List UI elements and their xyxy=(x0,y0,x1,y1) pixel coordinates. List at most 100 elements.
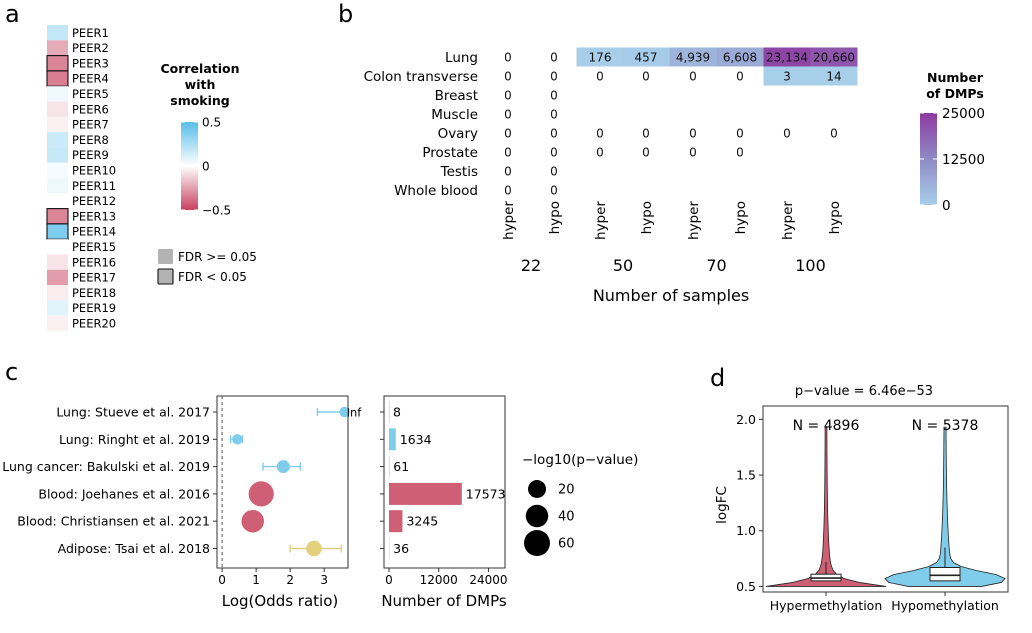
peer-tile xyxy=(47,316,68,331)
dmp-cell-value: 3 xyxy=(783,70,791,84)
direction-label: hypo xyxy=(547,201,563,234)
fdr-key xyxy=(158,269,173,284)
dmp-axis-tick-label: 0 xyxy=(385,573,393,587)
study-label: Lung: Stueve et al. 2017 xyxy=(56,405,210,420)
dmp-bar xyxy=(389,428,396,450)
b-xlabel: Number of samples xyxy=(593,286,749,305)
peer-tile xyxy=(47,224,68,239)
study-label: Lung cancer: Bakulski et al. 2019 xyxy=(2,459,210,474)
dmp-cell-value: 0 xyxy=(642,127,650,141)
study-label: Adipose: Tsai et al. 2018 xyxy=(58,541,210,556)
peer-tile xyxy=(47,147,68,162)
fdr-label: FDR >= 0.05 xyxy=(178,250,257,264)
dmp-cell-value: 4,939 xyxy=(676,51,710,65)
direction-label: hyper xyxy=(593,201,609,240)
peer-label: PEER6 xyxy=(72,102,109,116)
dmp-count-barplot: 8 1634 61 17573 3245 36 0 12000 24000 xyxy=(380,396,508,587)
odds-ratio-point xyxy=(306,541,321,556)
tissue-label: Testis xyxy=(440,164,478,180)
colorbar-tick-label: 12500 xyxy=(942,152,985,168)
y-axis-tick-label: 0.5 xyxy=(736,579,756,594)
dmp-cell-value: 0 xyxy=(504,127,512,141)
d-title: p−value = 6.46e−53 xyxy=(795,384,933,399)
dmp-cell-value: 0 xyxy=(550,51,558,65)
size-legend-title: −log10(p−value) xyxy=(522,452,638,468)
legend-title-line1: Number xyxy=(927,70,984,85)
peer-tile xyxy=(47,102,68,117)
direction-label: hypo xyxy=(733,201,749,234)
dmp-cell-value: 0 xyxy=(504,89,512,103)
dmp-cell-value: 0 xyxy=(642,146,650,160)
dmp-axis-tick-label: 12000 xyxy=(420,573,458,587)
d-ylabel: logFC xyxy=(714,486,730,524)
sample-size-label: 50 xyxy=(613,256,633,275)
dmp-bar-label: 17573 xyxy=(466,486,506,501)
odds-ratio-point xyxy=(241,510,264,533)
dmp-cell-value: 0 xyxy=(550,165,558,179)
group-n-label: N = 5378 xyxy=(912,418,979,434)
peer-label: PEER18 xyxy=(72,286,116,300)
peer-label: PEER5 xyxy=(72,87,109,101)
y-axis-tick-label: 1.5 xyxy=(736,468,756,483)
peer-tile xyxy=(47,56,68,71)
peer-tile xyxy=(47,25,68,40)
y-axis-tick-label: 2.0 xyxy=(736,412,756,427)
peer-label: PEER7 xyxy=(72,118,109,132)
dmp-bar xyxy=(389,483,462,505)
peer-label: PEER2 xyxy=(72,41,109,55)
legend-title-line1: Correlation xyxy=(160,61,239,76)
peer-label: PEER9 xyxy=(72,148,109,162)
direction-label: hyper xyxy=(686,201,702,240)
panel-label-a: a xyxy=(5,0,20,28)
study-label: Lung: Ringht et al. 2019 xyxy=(59,432,210,447)
legend-title-line2: with xyxy=(185,77,216,92)
dmp-cell-value: 0 xyxy=(504,108,512,122)
dmp-count-legend: Number of DMPs 25000 12500 0 xyxy=(920,70,985,214)
or-xlabel: Log(Odds ratio) xyxy=(222,592,339,610)
sample-size-label: 22 xyxy=(521,256,541,275)
odds-ratio-point xyxy=(232,434,242,444)
size-key-label: 20 xyxy=(558,483,575,498)
or-axis-tick-label: 1 xyxy=(252,573,260,587)
dmp-cell-value: 0 xyxy=(504,70,512,84)
peer-label: PEER3 xyxy=(72,56,109,70)
peer-tile xyxy=(47,209,68,224)
peer-label: PEER14 xyxy=(72,225,116,239)
fdr-key xyxy=(158,249,173,264)
tissue-label: Prostate xyxy=(422,145,478,161)
size-key-label: 40 xyxy=(558,510,575,525)
peer-tile xyxy=(47,71,68,86)
peer-label: PEER11 xyxy=(72,179,116,193)
dmp-cell-value: 0 xyxy=(736,146,744,160)
dmp-cell-value: 0 xyxy=(783,127,791,141)
dmp-bar xyxy=(389,538,390,560)
odds-ratio-point xyxy=(277,460,290,473)
dmp-cell-value: 0 xyxy=(596,146,604,160)
dmp-cell-value: 23,134 xyxy=(766,51,808,65)
panel-label-b: b xyxy=(338,0,353,28)
peer-label: PEER10 xyxy=(72,164,116,178)
dmp-cell-value: 0 xyxy=(550,70,558,84)
tissue-label: Ovary xyxy=(438,126,478,142)
colorbar-tick-label: 0 xyxy=(942,198,951,214)
group-label: Hypermethylation xyxy=(770,598,883,613)
peer-tile xyxy=(47,255,68,270)
dmp-bar-label: 61 xyxy=(393,459,409,474)
peer-label: PEER12 xyxy=(72,194,116,208)
colorbar-tick-label: −0.5 xyxy=(202,204,231,218)
logfc-violin-plot: 0.5 1.0 1.5 2.0 N = 4896 Hypermethylation N = … xyxy=(736,406,1008,613)
study-label: Blood: Joehanes et al. 2016 xyxy=(38,486,210,501)
dmp-bar-label: 8 xyxy=(393,405,401,420)
dmp-xlabel: Number of DMPs xyxy=(381,592,507,610)
or-axis-tick-label: 0 xyxy=(218,573,226,587)
dmp-cell-value: 0 xyxy=(642,70,650,84)
direction-label: hyper xyxy=(501,201,517,240)
infinite-label: Inf xyxy=(347,406,363,420)
peer-tile xyxy=(47,178,68,193)
or-axis-tick-label: 3 xyxy=(320,573,328,587)
dmp-cell-value: 0 xyxy=(596,70,604,84)
direction-label: hyper xyxy=(780,201,796,240)
dmp-cell-value: 0 xyxy=(689,127,697,141)
peer-tile xyxy=(47,270,68,285)
peer-label: PEER15 xyxy=(72,240,116,254)
